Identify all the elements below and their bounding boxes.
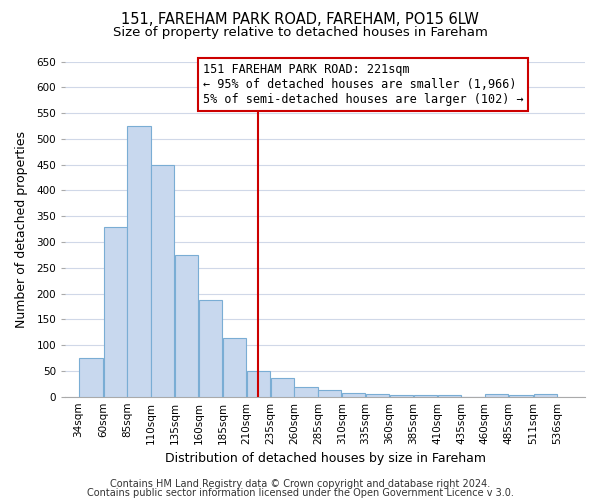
Text: 151 FAREHAM PARK ROAD: 221sqm
← 95% of detached houses are smaller (1,966)
5% of: 151 FAREHAM PARK ROAD: 221sqm ← 95% of d…: [203, 63, 524, 106]
Bar: [151, 164, 175, 396]
Y-axis label: Number of detached properties: Number of detached properties: [15, 130, 28, 328]
Bar: [509, 394, 533, 396]
Bar: [413, 394, 437, 396]
Text: Size of property relative to detached houses in Fareham: Size of property relative to detached ho…: [113, 26, 487, 39]
Bar: [223, 338, 246, 396]
Bar: [437, 395, 461, 396]
Bar: [485, 394, 508, 396]
Bar: [175, 255, 198, 396]
Bar: [247, 371, 270, 396]
Text: 151, FAREHAM PARK ROAD, FAREHAM, PO15 6LW: 151, FAREHAM PARK ROAD, FAREHAM, PO15 6L…: [121, 12, 479, 26]
Bar: [295, 387, 317, 396]
Bar: [318, 390, 341, 396]
Bar: [390, 394, 413, 396]
Bar: [271, 378, 293, 396]
Bar: [366, 394, 389, 396]
Bar: [199, 300, 222, 396]
Text: Contains HM Land Registry data © Crown copyright and database right 2024.: Contains HM Land Registry data © Crown c…: [110, 479, 490, 489]
Bar: [79, 358, 103, 397]
Bar: [104, 226, 127, 396]
Bar: [127, 126, 151, 396]
X-axis label: Distribution of detached houses by size in Fareham: Distribution of detached houses by size …: [164, 452, 485, 465]
Bar: [342, 392, 365, 396]
Bar: [534, 394, 557, 396]
Text: Contains public sector information licensed under the Open Government Licence v : Contains public sector information licen…: [86, 488, 514, 498]
